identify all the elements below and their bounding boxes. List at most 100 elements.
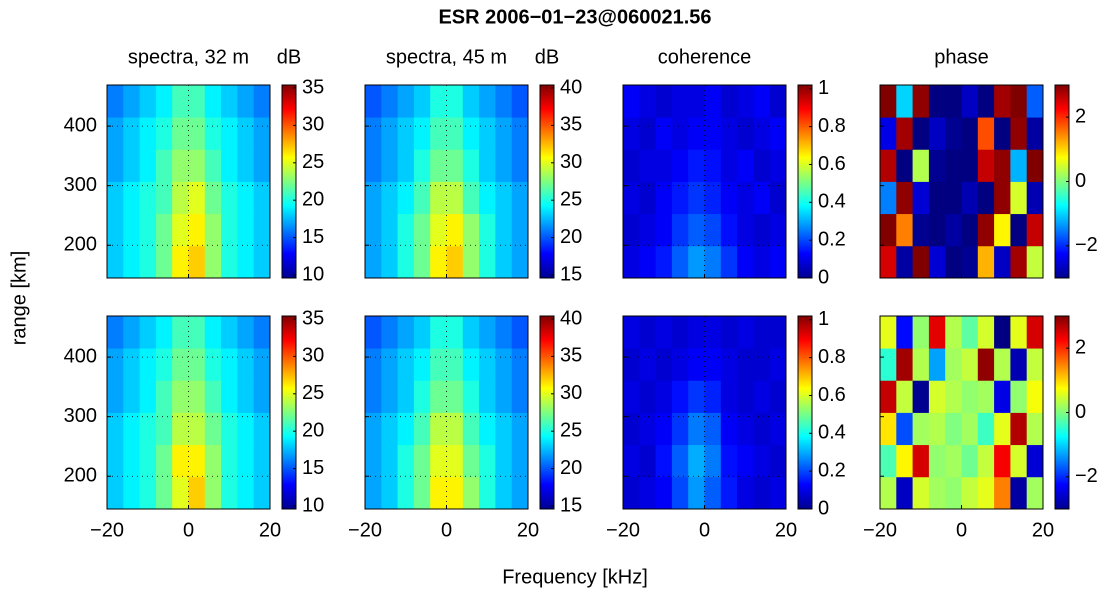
heatmap-cell bbox=[945, 476, 962, 510]
heatmap-cell bbox=[994, 444, 1011, 478]
heatmap-cell bbox=[172, 444, 189, 478]
heatmap-cell bbox=[961, 85, 979, 118]
heatmap-cell bbox=[155, 444, 173, 478]
heatmap-cell bbox=[896, 117, 913, 150]
colorbar-tick-label: 0 bbox=[818, 266, 829, 288]
heatmap-cell bbox=[397, 181, 415, 215]
heatmap-cell bbox=[430, 213, 447, 247]
heatmap-cell bbox=[720, 348, 738, 381]
x-tick-label: −20 bbox=[348, 519, 382, 541]
heatmap-cell bbox=[107, 181, 124, 215]
heatmap-cell bbox=[671, 245, 689, 279]
heatmap-cell bbox=[381, 85, 398, 118]
heatmap-cell bbox=[430, 181, 447, 215]
colorbar-tick-label: 25 bbox=[560, 188, 582, 210]
colorbar-tick-label: 0.4 bbox=[818, 191, 846, 213]
heatmap-cell bbox=[381, 245, 398, 279]
heatmap-cell bbox=[172, 380, 189, 413]
heatmap-cell bbox=[253, 181, 271, 215]
heatmap-cell bbox=[237, 412, 255, 446]
heatmap-cell bbox=[204, 213, 222, 247]
heatmap-cell bbox=[945, 213, 962, 247]
heatmap-cell bbox=[365, 348, 382, 381]
heatmap-cell bbox=[204, 316, 222, 349]
heatmap-cell bbox=[671, 348, 689, 381]
heatmap-cell bbox=[139, 476, 157, 510]
heatmap-cell bbox=[769, 213, 787, 247]
heatmap-cell bbox=[961, 245, 979, 279]
heatmap-cell bbox=[430, 149, 447, 182]
heatmap-cell bbox=[737, 444, 754, 478]
heatmap-cell bbox=[237, 245, 255, 279]
x-tick-label: 20 bbox=[259, 519, 281, 541]
heatmap-cell bbox=[880, 213, 897, 247]
heatmap-cell bbox=[365, 444, 382, 478]
colorbar-tick-label: 25 bbox=[302, 382, 324, 404]
heatmap-cell bbox=[123, 149, 140, 182]
heatmap-cell bbox=[188, 316, 206, 349]
heatmap-cell bbox=[139, 348, 157, 381]
heatmap-cell bbox=[977, 117, 995, 150]
colorbar-tick-label: 0.2 bbox=[818, 228, 846, 250]
heatmap-cell bbox=[365, 245, 382, 279]
heatmap-cell bbox=[639, 213, 656, 247]
heatmap-cell bbox=[172, 316, 189, 349]
heatmap-cell bbox=[945, 348, 962, 381]
heatmap-cell bbox=[511, 348, 529, 381]
heatmap-cell bbox=[994, 380, 1011, 413]
heatmap-cell bbox=[977, 380, 995, 413]
heatmap-cell bbox=[221, 380, 238, 413]
heatmap-cell bbox=[462, 85, 480, 118]
heatmap-cell bbox=[446, 444, 464, 478]
heatmap-cell bbox=[704, 181, 722, 215]
colorbar-tick-label: 10 bbox=[302, 263, 324, 285]
colorbar-tick-label: 40 bbox=[560, 307, 582, 329]
heatmap-cell bbox=[753, 380, 771, 413]
heatmap-cell bbox=[688, 149, 705, 182]
heatmap-cell bbox=[204, 149, 222, 182]
heatmap-cell bbox=[688, 412, 705, 446]
heatmap-cell bbox=[655, 245, 673, 279]
heatmap-cell bbox=[994, 213, 1011, 247]
heatmap-cell bbox=[462, 245, 480, 279]
heatmap-cell bbox=[1010, 476, 1028, 510]
colorbar-tick-label: 35 bbox=[560, 114, 582, 136]
colorbar bbox=[797, 84, 813, 279]
heatmap-cell bbox=[139, 380, 157, 413]
heatmap-cell bbox=[896, 181, 913, 215]
heatmap-cell bbox=[1026, 181, 1044, 215]
heatmap-cell bbox=[623, 117, 640, 150]
heatmap-cell bbox=[188, 476, 206, 510]
heatmap-cell bbox=[155, 213, 173, 247]
heatmap-cell bbox=[737, 412, 754, 446]
heatmap-cell bbox=[155, 316, 173, 349]
heatmap-cell bbox=[413, 85, 431, 118]
heatmap-cell bbox=[446, 412, 464, 446]
heatmap-cell bbox=[446, 85, 464, 118]
heatmap-cell bbox=[1010, 149, 1028, 182]
heatmap-cell bbox=[253, 380, 271, 413]
heatmap-cell bbox=[1026, 380, 1044, 413]
heatmap-cell bbox=[381, 316, 398, 349]
panel-title: coherence bbox=[658, 46, 751, 68]
y-axis-label: range [km] bbox=[8, 251, 30, 345]
heatmap-cell bbox=[671, 380, 689, 413]
heatmap-cell bbox=[172, 348, 189, 381]
heatmap-cell bbox=[172, 245, 189, 279]
heatmap-cell bbox=[671, 117, 689, 150]
heatmap-cell bbox=[365, 149, 382, 182]
heatmap-cell bbox=[639, 476, 656, 510]
heatmap-cell bbox=[704, 213, 722, 247]
heatmap-cell bbox=[188, 412, 206, 446]
heatmap-cell bbox=[720, 181, 738, 215]
heatmap-cell bbox=[896, 245, 913, 279]
heatmap-cell bbox=[172, 85, 189, 118]
heatmap-cell bbox=[623, 245, 640, 279]
colorbar-tick-label: 0.6 bbox=[818, 153, 846, 175]
colorbar-tick-label: 0.8 bbox=[818, 115, 846, 137]
heatmap-cell bbox=[446, 380, 464, 413]
heatmap-cell bbox=[511, 181, 529, 215]
heatmap-cell bbox=[688, 213, 705, 247]
heatmap-cell bbox=[365, 412, 382, 446]
heatmap-cell bbox=[961, 213, 979, 247]
